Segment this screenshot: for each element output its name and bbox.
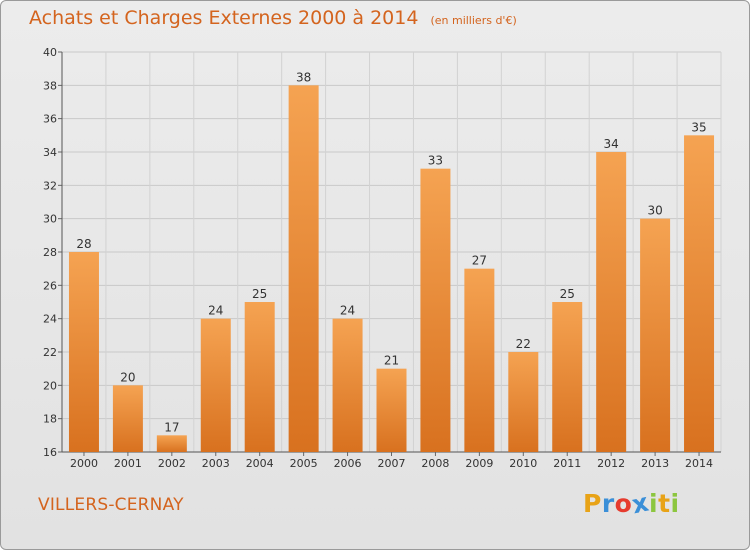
data-label: 30	[647, 204, 662, 218]
y-tick-label: 38	[43, 79, 57, 92]
x-tick-label: 2011	[553, 457, 581, 470]
y-tick-label: 20	[43, 379, 57, 392]
x-tick-label: 2003	[202, 457, 230, 470]
proxiti-logo[interactable]: Proxiti	[583, 488, 680, 520]
chart-title: Achats et Charges Externes 2000 à 2014	[29, 7, 419, 29]
x-tick-label: 2010	[509, 457, 537, 470]
x-tick-label: 2006	[334, 457, 362, 470]
x-tick-label: 2000	[70, 457, 98, 470]
y-tick-label: 30	[43, 213, 57, 226]
x-tick-label: 2004	[246, 457, 274, 470]
y-tick-label: 18	[43, 413, 57, 426]
data-label: 28	[76, 237, 91, 251]
logo-letter: r	[601, 489, 615, 518]
bars	[68, 85, 715, 453]
y-tick-label: 28	[43, 246, 57, 259]
bar	[640, 218, 671, 452]
data-label: 25	[252, 287, 267, 301]
logo-letter: i	[670, 489, 680, 518]
x-tick-label: 2007	[378, 457, 406, 470]
y-tick-label: 16	[43, 446, 57, 459]
logo-letter: i	[649, 489, 659, 518]
data-label: 27	[472, 254, 487, 268]
x-tick-label: 2001	[114, 457, 142, 470]
bar	[332, 318, 363, 452]
bar	[288, 85, 319, 452]
data-label: 24	[340, 304, 355, 318]
labels: 28 20 17 24 25 38 24 21 33 27 22 25 34 30 35	[76, 70, 706, 434]
y-tick-label: 34	[43, 146, 57, 159]
logo-letter: P	[583, 489, 602, 518]
data-label: 21	[384, 354, 399, 368]
bar	[552, 302, 583, 452]
bar	[156, 435, 187, 452]
data-label: 17	[164, 420, 179, 434]
data-label: 24	[208, 304, 223, 318]
y-tick-label: 32	[43, 179, 57, 192]
bar	[464, 268, 495, 452]
y-tick-label: 22	[43, 346, 57, 359]
logo-letter: o	[614, 489, 633, 518]
bar	[68, 252, 99, 452]
data-label: 25	[560, 287, 575, 301]
bar	[376, 368, 407, 452]
data-label: 38	[296, 70, 311, 84]
y-tick-label: 26	[43, 279, 57, 292]
data-label: 33	[428, 154, 443, 168]
bar	[244, 302, 275, 452]
bar	[596, 152, 627, 452]
x-tick-label: 2014	[685, 457, 713, 470]
x-tick-label: 2013	[641, 457, 669, 470]
data-label: 22	[516, 337, 531, 351]
x-tick-label: 2008	[421, 457, 449, 470]
logo-letter: t	[658, 489, 671, 518]
data-label: 34	[604, 137, 619, 151]
bar	[112, 385, 143, 452]
bar	[508, 352, 539, 452]
bar	[200, 318, 231, 452]
x-tick-label: 2002	[158, 457, 186, 470]
title-row: Achats et Charges Externes 2000 à 2014 (e…	[29, 7, 517, 29]
x-tick-label: 2005	[290, 457, 318, 470]
data-label: 20	[120, 370, 135, 384]
x-tick-label: 2012	[597, 457, 625, 470]
bar	[420, 168, 451, 452]
y-tick-label: 24	[43, 313, 57, 326]
x-tick-label: 2009	[465, 457, 493, 470]
chart-subtitle: (en milliers d'€)	[430, 14, 517, 27]
bar	[684, 135, 715, 453]
y-tick-label: 40	[43, 46, 57, 59]
location-name: VILLERS-CERNAY	[38, 495, 184, 515]
y-tick-label: 36	[43, 113, 57, 126]
data-label: 35	[691, 120, 706, 134]
